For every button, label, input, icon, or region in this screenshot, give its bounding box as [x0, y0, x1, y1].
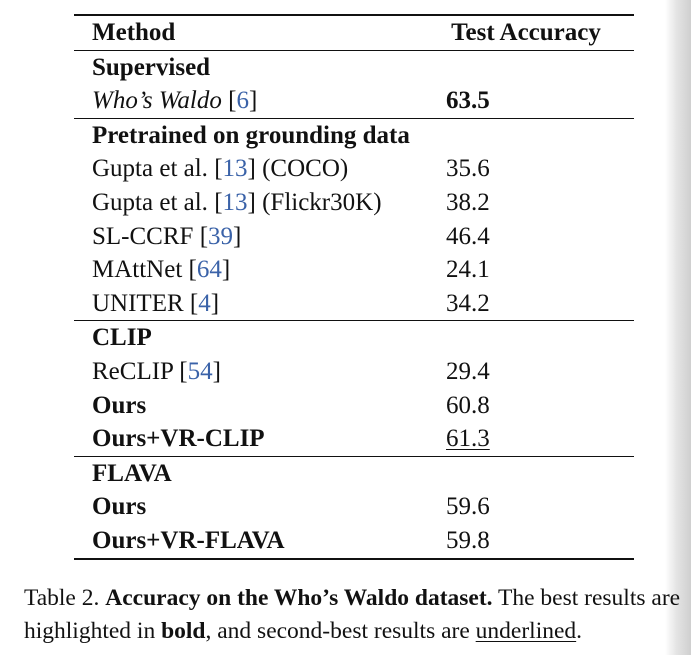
caption-prefix: Table 2.: [24, 585, 106, 611]
table-row: Ours+VR-FLAVA 59.8: [74, 523, 634, 560]
table-row: Ours+VR-CLIP 61.3: [74, 422, 634, 456]
accuracy-cell: 61.3: [418, 422, 634, 456]
table-row: Gupta et al. [13] (Flickr30K) 38.2: [74, 186, 634, 220]
group-header-row: Pretrained on grounding data: [74, 117, 634, 153]
method-cell: ReCLIP [54]: [92, 357, 221, 385]
accuracy-cell: 29.4: [418, 355, 634, 389]
accuracy-cell: 60.8: [418, 389, 634, 423]
method-cell: Who’s Waldo [6]: [92, 87, 258, 115]
method-cell: Gupta et al. [13] (Flickr30K): [92, 189, 382, 217]
citation-link[interactable]: 64: [196, 256, 222, 284]
table-row: Gupta et al. [13] (COCO) 35.6: [74, 152, 634, 186]
page-edge-shadow: [665, 0, 691, 655]
method-cell: Ours: [74, 389, 418, 423]
accuracy-cell: 24.1: [418, 253, 634, 287]
table-header-row: Method Test Accuracy: [74, 15, 634, 51]
citation-link[interactable]: 39: [208, 222, 234, 250]
group-header-row: FLAVA: [74, 455, 634, 491]
accuracy-value: 63.5: [446, 87, 490, 115]
column-header-test-accuracy: Test Accuracy: [451, 19, 601, 47]
table-row: SL-CCRF [39] 46.4: [74, 220, 634, 254]
table-body: Supervised Who’s Waldo [6] 63.5 Pretrained …: [74, 50, 634, 560]
accuracy-cell: 35.6: [418, 152, 634, 186]
caption-bold-word: bold: [161, 618, 206, 644]
accuracy-value: 34.2: [446, 289, 490, 317]
accuracy-value: 35.6: [446, 155, 490, 183]
method-cell: Ours+VR-FLAVA: [74, 523, 418, 560]
accuracy-cell: 59.8: [418, 523, 634, 560]
results-table: Method Test Accuracy Supervised Who’s Wal…: [74, 14, 634, 560]
accuracy-value: 61.3: [446, 425, 490, 453]
accuracy-cell: 46.4: [418, 220, 634, 254]
caption-text-2: , and second-best results are: [205, 618, 476, 644]
method-name: Gupta et al.: [92, 189, 208, 217]
caption-text-1: The best results are highlighted in: [24, 585, 681, 644]
method-name: ReCLIP: [92, 357, 174, 385]
method-cell: Ours: [74, 490, 418, 524]
method-name: SL-CCRF: [92, 222, 194, 250]
method-name: UNITER: [92, 289, 184, 317]
group-label: FLAVA: [74, 455, 634, 491]
table-row: Who’s Waldo [6] 63.5: [74, 84, 634, 118]
method-name: Ours: [92, 493, 147, 521]
method-name: Ours+VR-CLIP: [92, 425, 265, 453]
caption-bold-title: Accuracy on the Who’s Waldo dataset.: [105, 585, 493, 611]
group-header-row: CLIP: [74, 320, 634, 355]
group-header-row: Supervised: [74, 50, 634, 84]
method-name: Ours+VR-FLAVA: [92, 526, 285, 554]
accuracy-value: 59.8: [446, 526, 490, 554]
method-name: Ours: [92, 391, 147, 419]
method-name: Who’s Waldo: [92, 87, 222, 115]
method-cell: MAttNet [64]: [92, 256, 231, 284]
citation-link[interactable]: 54: [187, 357, 213, 385]
method-cell: UNITER [4]: [92, 289, 220, 317]
method-cell: Ours+VR-CLIP: [74, 422, 418, 456]
accuracy-value: 29.4: [446, 357, 490, 385]
accuracy-value: 60.8: [446, 391, 490, 419]
table-row: UNITER [4] 34.2: [74, 287, 634, 321]
accuracy-cell: 34.2: [418, 287, 634, 321]
accuracy-value: 24.1: [446, 256, 490, 284]
citation-link[interactable]: 13: [222, 155, 248, 183]
method-suffix: (COCO): [255, 155, 349, 183]
method-suffix: (Flickr30K): [255, 189, 382, 217]
table-row: Ours 60.8: [74, 389, 634, 423]
group-label: CLIP: [74, 320, 634, 355]
accuracy-value: 59.6: [446, 493, 490, 521]
method-name: Gupta et al.: [92, 155, 208, 183]
column-header-method: Method: [92, 19, 176, 47]
method-name: MAttNet: [92, 256, 183, 284]
accuracy-value: 38.2: [446, 189, 490, 217]
accuracy-value: 46.4: [446, 222, 490, 250]
group-label: Supervised: [92, 53, 211, 81]
accuracy-cell: 38.2: [418, 186, 634, 220]
accuracy-cell: 63.5: [418, 84, 634, 118]
table-caption: Table 2. Accuracy on the Who’s Waldo dat…: [24, 582, 686, 648]
group-label: Pretrained on grounding data: [74, 117, 634, 153]
citation-link[interactable]: 13: [222, 189, 248, 217]
accuracy-cell: 59.6: [418, 490, 634, 524]
method-cell: SL-CCRF [39]: [92, 222, 242, 250]
caption-underlined-word: underlined: [475, 618, 577, 644]
table-row: MAttNet [64] 24.1: [74, 253, 634, 287]
method-cell: Gupta et al. [13] (COCO): [92, 155, 349, 183]
caption-text-3: .: [576, 618, 583, 644]
table-row: ReCLIP [54] 29.4: [74, 355, 634, 389]
citation-link[interactable]: 6: [236, 87, 249, 115]
table-row: Ours 59.6: [74, 490, 634, 524]
citation-link[interactable]: 4: [198, 289, 211, 317]
